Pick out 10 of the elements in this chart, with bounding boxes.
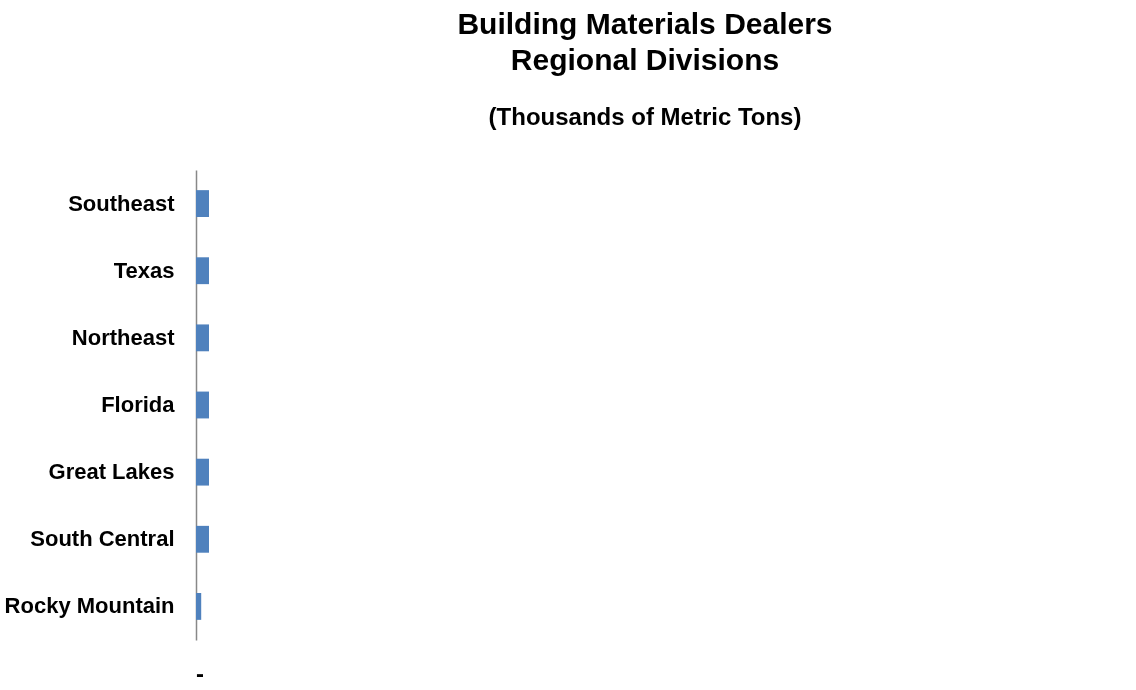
text: Building Materials Dealers Regional Divisions <box>457 7 833 76</box>
y-tick-label: Rocky Mountain <box>4 593 175 619</box>
y-tick-label: Northeast <box>71 324 176 350</box>
y-tick-label: Great Lakes <box>48 459 175 485</box>
text: (Thousands of Metric Tons) <box>488 103 802 130</box>
y-tick-label: South Central <box>30 526 175 552</box>
y-tick-label: Southeast <box>68 190 176 216</box>
y-tick-label: Florida <box>101 392 176 417</box>
y-tick-label: Texas <box>113 257 175 283</box>
text: - <box>196 660 204 687</box>
